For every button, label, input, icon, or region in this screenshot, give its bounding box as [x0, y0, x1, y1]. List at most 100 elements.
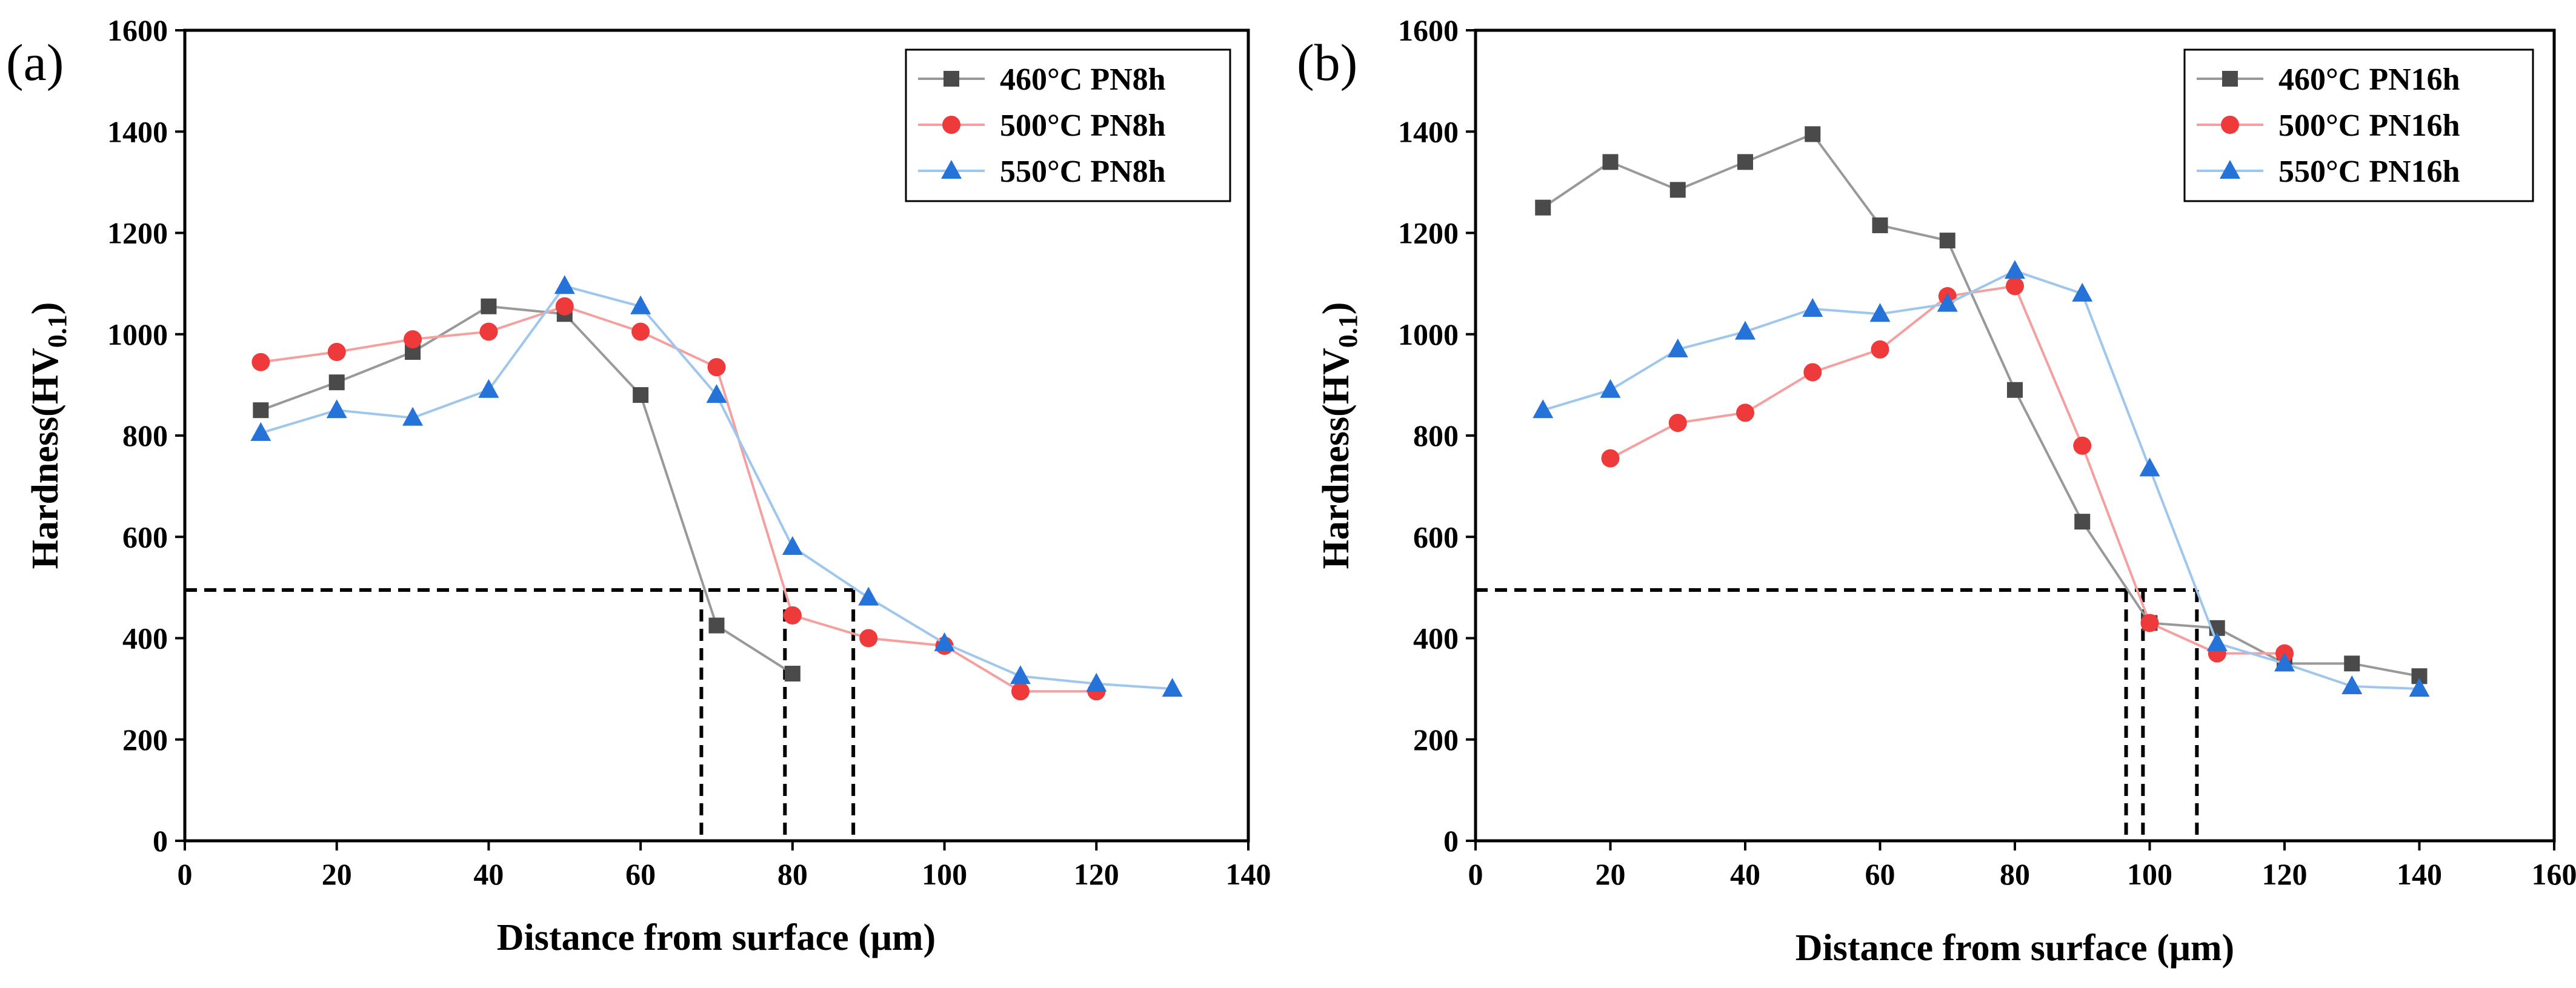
data-point-triangle-b: [1667, 338, 1688, 357]
data-point-triangle-b: [1869, 303, 1891, 322]
data-point-triangle-a: [1010, 665, 1031, 685]
data-point-triangle-a: [402, 406, 424, 426]
data-point-triangle-a: [706, 384, 727, 403]
data-point-triangle-a: [554, 275, 575, 294]
data-point-square-b: [1669, 182, 1686, 198]
y-tick-label-b: 1200: [1398, 216, 1459, 250]
data-point-triangle-a: [858, 586, 879, 606]
y-tick-label-a: 1600: [107, 13, 168, 47]
data-point-circle-b: [1668, 414, 1687, 433]
data-point-circle-b: [1803, 363, 1822, 382]
y-axis-label-main-b: Hardness(HV: [1316, 348, 1357, 569]
data-point-square-b: [1939, 233, 1955, 249]
data-point-triangle-b: [1937, 293, 1958, 312]
y-axis-label-sub-b: 0.1: [1333, 314, 1363, 348]
x-tick-label-a: 60: [625, 857, 656, 891]
y-tick-label-b: 0: [1443, 824, 1459, 858]
legend-b: 460°C PN16h 500°C PN16h 550°C PN16h: [2183, 48, 2534, 202]
legend-label-b: 550°C PN16h: [2278, 154, 2460, 189]
panel-b: (b) 0 20 40 60 80 100 120 140 160 0 200 400 600 800 1…: [1297, 13, 2576, 969]
data-point-circle-a: [479, 322, 498, 341]
x-tick-label-b: 100: [2127, 857, 2172, 891]
data-point-circle-a: [251, 353, 270, 371]
data-point-circle-b: [1736, 403, 1754, 422]
x-tick-label-b: 120: [2262, 857, 2308, 891]
data-point-square-b: [2344, 655, 2360, 672]
data-point-triangle-b: [2409, 678, 2430, 697]
legend-marker-circle-a: [942, 116, 960, 134]
y-tick-label-a: 600: [122, 520, 168, 554]
legend-a: 460°C PN8h 500°C PN8h 550°C PN8h: [905, 48, 1231, 202]
y-tick-label-a: 1400: [107, 114, 168, 148]
data-point-square-a: [633, 387, 649, 403]
panel-a: (a) 0 20 40 60 80 100 120 140 0 200 400 600 800 1000…: [6, 13, 1271, 958]
y-ticks-b: 0 200 400 600 800 1000 1200 1400 1600: [1398, 13, 1476, 858]
legend-label-b: 460°C PN16h: [2278, 62, 2460, 97]
x-tick-label-b: 0: [1468, 857, 1483, 891]
y-axis-label-b: Hardness(HV0.1): [1316, 302, 1363, 569]
data-point-square-a: [784, 666, 800, 682]
y-tick-label-a: 1000: [107, 317, 168, 351]
data-point-triangle-b: [1600, 379, 1621, 398]
data-point-square-b: [2007, 382, 2023, 398]
x-axis-label-b: Distance from surface (μm): [1796, 927, 2234, 969]
y-tick-label-b: 1000: [1398, 317, 1459, 351]
y-axis-label-main-a: Hardness(HV: [25, 348, 66, 569]
legend-label-a: 500°C PN8h: [1000, 108, 1166, 143]
data-point-triangle-b: [2139, 457, 2160, 477]
x-tick-label-a: 0: [178, 857, 193, 891]
y-tick-label-b: 1400: [1398, 114, 1459, 148]
data-point-triangle-b: [2341, 675, 2363, 694]
data-point-square-b: [1602, 154, 1619, 170]
data-point-triangle-a: [250, 422, 271, 441]
y-tick-label-a: 0: [153, 824, 168, 858]
x-tick-label-a: 120: [1074, 857, 1119, 891]
data-point-square-a: [481, 298, 497, 314]
data-point-triangle-a: [326, 399, 347, 419]
x-tick-label-b: 140: [2397, 857, 2442, 891]
data-point-circle-b: [2006, 277, 2024, 296]
data-point-square-a: [708, 617, 725, 634]
data-point-square-b: [1872, 217, 1888, 233]
data-point-circle-b: [1601, 449, 1620, 468]
data-point-triangle-a: [478, 379, 499, 398]
panel-letter-a: (a): [6, 33, 64, 91]
y-tick-label-b: 800: [1413, 419, 1459, 453]
x-tick-label-a: 100: [922, 857, 967, 891]
data-point-triangle-b: [2005, 260, 2025, 279]
y-tick-label-a: 200: [122, 723, 168, 757]
y-axis-label-close-b: ): [1316, 302, 1357, 315]
data-point-circle-b: [2140, 614, 2159, 632]
data-point-circle-a: [859, 629, 878, 648]
series-line-square-a: [260, 305, 793, 675]
data-point-triangle-a: [934, 632, 955, 651]
x-tick-label-b: 20: [1596, 857, 1626, 891]
data-point-circle-a: [631, 322, 650, 341]
y-tick-label-b: 600: [1413, 520, 1459, 554]
y-tick-label-a: 1200: [107, 216, 168, 250]
x-tick-label-b: 80: [2000, 857, 2030, 891]
y-ticks-a: 0 200 400 600 800 1000 1200 1400 1600: [107, 13, 185, 858]
y-tick-label-b: 200: [1413, 723, 1459, 757]
x-axis-label-a: Distance from surface (μm): [497, 917, 936, 958]
x-tick-label-a: 140: [1226, 857, 1271, 891]
data-point-triangle-a: [782, 535, 803, 555]
data-point-square-a: [328, 374, 345, 391]
legend-marker-square-a: [944, 71, 959, 87]
data-point-circle-a: [404, 330, 422, 349]
data-point-square-b: [1805, 126, 1821, 142]
y-tick-label-a: 800: [122, 419, 168, 453]
data-point-square-b: [2074, 514, 2091, 530]
x-tick-label-b: 60: [1865, 857, 1895, 891]
legend-label-a: 550°C PN8h: [1000, 154, 1166, 189]
x-ticks-b: 0 20 40 60 80 100 120 140 160: [1468, 841, 2576, 891]
x-tick-label-a: 80: [777, 857, 808, 891]
y-tick-label-b: 400: [1413, 622, 1459, 655]
x-tick-label-b: 160: [2532, 857, 2576, 891]
y-axis-label-a: Hardness(HV0.1): [25, 302, 72, 569]
data-point-triangle-b: [1533, 399, 1554, 419]
data-point-square-a: [253, 402, 269, 419]
panel-letter-b: (b): [1297, 33, 1357, 91]
data-point-triangle-a: [630, 295, 651, 314]
